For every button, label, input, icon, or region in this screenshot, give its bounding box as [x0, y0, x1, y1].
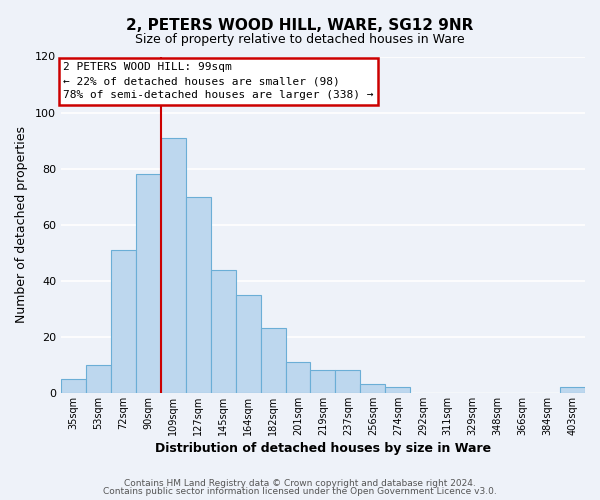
Bar [260, 328, 286, 393]
Bar [86, 365, 111, 393]
Bar [186, 196, 211, 393]
Bar [161, 138, 186, 393]
Text: 2, PETERS WOOD HILL, WARE, SG12 9NR: 2, PETERS WOOD HILL, WARE, SG12 9NR [127, 18, 473, 32]
Bar [136, 174, 161, 393]
Bar [236, 295, 260, 393]
Bar [361, 384, 385, 393]
Text: Size of property relative to detached houses in Ware: Size of property relative to detached ho… [135, 32, 465, 46]
Text: Contains HM Land Registry data © Crown copyright and database right 2024.: Contains HM Land Registry data © Crown c… [124, 478, 476, 488]
Bar [385, 388, 410, 393]
Text: Contains public sector information licensed under the Open Government Licence v3: Contains public sector information licen… [103, 487, 497, 496]
Bar [310, 370, 335, 393]
Y-axis label: Number of detached properties: Number of detached properties [15, 126, 28, 323]
Bar [286, 362, 310, 393]
Bar [211, 270, 236, 393]
X-axis label: Distribution of detached houses by size in Ware: Distribution of detached houses by size … [155, 442, 491, 455]
Bar [335, 370, 361, 393]
Bar [560, 388, 585, 393]
Bar [61, 379, 86, 393]
Bar [111, 250, 136, 393]
Text: 2 PETERS WOOD HILL: 99sqm
← 22% of detached houses are smaller (98)
78% of semi-: 2 PETERS WOOD HILL: 99sqm ← 22% of detac… [64, 62, 374, 100]
